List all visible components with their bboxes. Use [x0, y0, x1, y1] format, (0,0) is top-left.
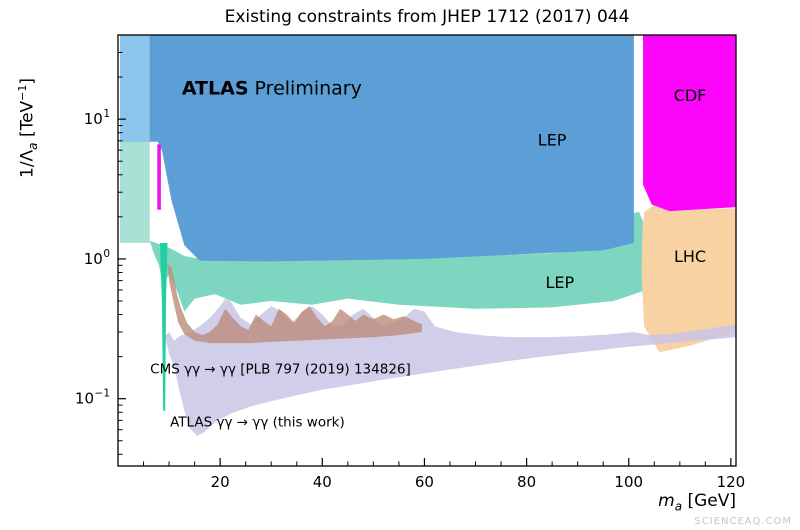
label-lep-bottom: LEP [545, 273, 574, 292]
region-teal-spike [159, 243, 168, 411]
x-tick-label: 120 [717, 473, 746, 491]
x-tick-label: 60 [415, 473, 434, 491]
label-cdf: CDF [674, 86, 707, 105]
region-lep-main [120, 35, 634, 262]
watermark: SCIENCEAQ.COM [694, 516, 792, 527]
y-tick-label: 101 [84, 108, 110, 128]
label-cms-constraint: CMS γγ → γγ [PLB 797 (2019) 134826] [150, 361, 411, 377]
region-lep-teal-left-column [120, 141, 150, 243]
region-cms-constraint [167, 264, 422, 344]
x-tick-label: 40 [313, 473, 332, 491]
label-atlas-constraint: ATLAS γγ → γγ (this work) [170, 415, 345, 431]
x-tick-label: 20 [211, 473, 230, 491]
label-lhc: LHC [674, 247, 706, 266]
label-atlas-preliminary: ATLAS Preliminary [182, 78, 362, 100]
region-lep-left-strip [120, 35, 150, 142]
label-lep-top: LEP [538, 130, 567, 149]
region-magenta-sliver [157, 144, 161, 210]
chart-title: Existing constraints from JHEP 1712 (201… [224, 7, 630, 27]
y-axis-label: 1/Λa [TeV−1] [16, 77, 41, 178]
y-tick-label: 100 [84, 248, 110, 268]
x-tick-label: 100 [614, 473, 643, 491]
region-cdf [643, 35, 736, 212]
region-lhc [641, 204, 736, 353]
y-tick-label: 10−1 [75, 388, 110, 408]
x-axis-label: ma [GeV] [658, 491, 736, 514]
plot-frame [117, 34, 737, 467]
x-tick-label: 80 [517, 473, 536, 491]
region-lep-teal-band [149, 211, 647, 312]
